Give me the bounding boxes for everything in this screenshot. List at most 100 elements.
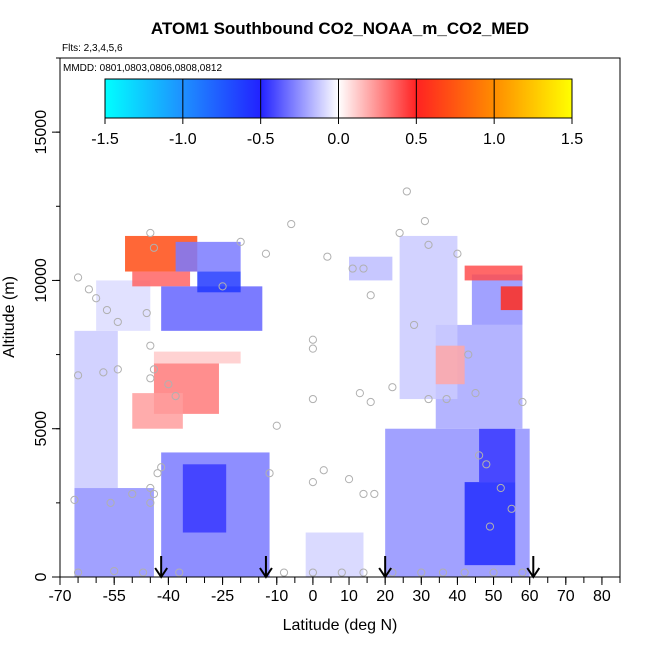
observation-point [138, 568, 148, 577]
observation-point [236, 237, 245, 246]
observation-points [70, 187, 527, 577]
x-tick-label: -10 [265, 588, 288, 605]
dates-label: MMDD: 0801,0803,0806,0808,0812 [63, 63, 222, 74]
observation-point [149, 243, 159, 252]
x-tick-label: -70 [48, 588, 71, 605]
observation-point [157, 463, 166, 472]
flights-label: Flts: 2,3,4,5,6 [62, 43, 123, 54]
heatmap-cell [305, 532, 364, 577]
observation-point [417, 568, 426, 577]
heatmap-cell [197, 271, 241, 293]
observation-point [507, 504, 516, 513]
observation-point [388, 383, 397, 392]
observation-point [337, 568, 346, 577]
observation-point [146, 374, 155, 383]
observation-point [518, 397, 527, 407]
observation-point [442, 394, 451, 404]
observation-point [402, 187, 411, 196]
observation-point [308, 394, 318, 404]
observation-point [113, 317, 122, 327]
heatmap-cell [464, 482, 516, 566]
x-tick-label: 60 [521, 588, 539, 605]
x-tick-label: -25 [211, 588, 234, 605]
heatmap-layer [74, 235, 530, 577]
observation-point [142, 308, 151, 318]
y-axis: 0 5000 10000 15000 [33, 57, 60, 581]
heatmap-cell [175, 241, 241, 272]
x-tick-label: 70 [557, 588, 575, 605]
x-axis: -70 -55 -40 -25 -10 0 10 20 30 40 50 60 70 80 [48, 577, 621, 605]
observation-point [424, 240, 433, 249]
chart-title: ATOM1 Southbound CO2_NOAA_m_CO2_MED [151, 19, 529, 38]
heatmap-cell [96, 280, 151, 331]
observation-point [344, 475, 354, 484]
observation-point [99, 368, 108, 377]
observation-point [171, 391, 180, 401]
observation-point [110, 566, 119, 576]
observation-point [366, 397, 375, 407]
observation-point [359, 489, 368, 499]
observation-point [128, 489, 137, 499]
observation-point [319, 466, 328, 475]
observation-point [460, 568, 469, 577]
observation-point [348, 264, 357, 273]
x-tick-label: 40 [449, 588, 467, 605]
observation-point [474, 451, 484, 460]
observation-point [438, 568, 448, 577]
observation-point [287, 219, 296, 229]
observation-point [308, 568, 318, 577]
observation-point [106, 498, 115, 507]
observation-point [308, 477, 318, 487]
y-tick-label: 0 [33, 572, 50, 581]
x-tick-label: -40 [157, 588, 180, 605]
observation-point [453, 249, 462, 258]
x-tick-label: 30 [412, 588, 430, 605]
x-tick-label: 0 [308, 588, 317, 605]
observation-point [355, 389, 364, 398]
observation-point [149, 489, 159, 499]
observation-point [496, 483, 505, 493]
observation-point [420, 217, 430, 226]
observation-point [261, 249, 271, 258]
observation-point [308, 344, 318, 353]
observation-point [113, 365, 122, 374]
observation-point [279, 568, 289, 577]
heatmap-cell [182, 464, 227, 533]
heatmap-cell [132, 393, 183, 429]
x-tick-label: 80 [593, 588, 611, 605]
observation-point [489, 568, 498, 577]
heatmap-cell [153, 351, 241, 364]
observation-point [308, 335, 318, 344]
observation-point [218, 282, 227, 291]
colorbar-tick-label: -1.5 [91, 131, 119, 148]
x-tick-label: 50 [485, 588, 503, 605]
colorbar-tick-label: 0.0 [327, 131, 349, 148]
x-tick-label: 10 [340, 588, 358, 605]
y-axis-label: Altitude (m) [1, 276, 18, 358]
observation-point [70, 495, 79, 504]
observation-point [175, 568, 184, 577]
observation-point [149, 365, 159, 374]
observation-point [265, 469, 274, 478]
y-tick-label: 5000 [33, 411, 50, 447]
y-tick-label: 10000 [33, 258, 50, 303]
observation-point [518, 568, 527, 577]
heatmap-cell [435, 345, 465, 385]
observation-point [146, 228, 155, 238]
observation-point [84, 285, 94, 294]
colorbar-tick-label: -1.0 [169, 131, 197, 148]
observation-point [359, 568, 368, 577]
observation-point [323, 252, 332, 261]
observation-point [272, 421, 281, 430]
heatmap-cell [132, 271, 191, 287]
heatmap-cell [161, 286, 263, 331]
colorbar-tick-label: 0.5 [405, 131, 427, 148]
observation-point [395, 228, 404, 238]
observation-point [73, 273, 83, 282]
colorbar-tick-label: 1.0 [483, 131, 505, 148]
heatmap-cell [74, 330, 118, 489]
observation-point [409, 320, 419, 330]
observation-point [485, 522, 495, 531]
y-tick-label: 15000 [33, 110, 50, 155]
